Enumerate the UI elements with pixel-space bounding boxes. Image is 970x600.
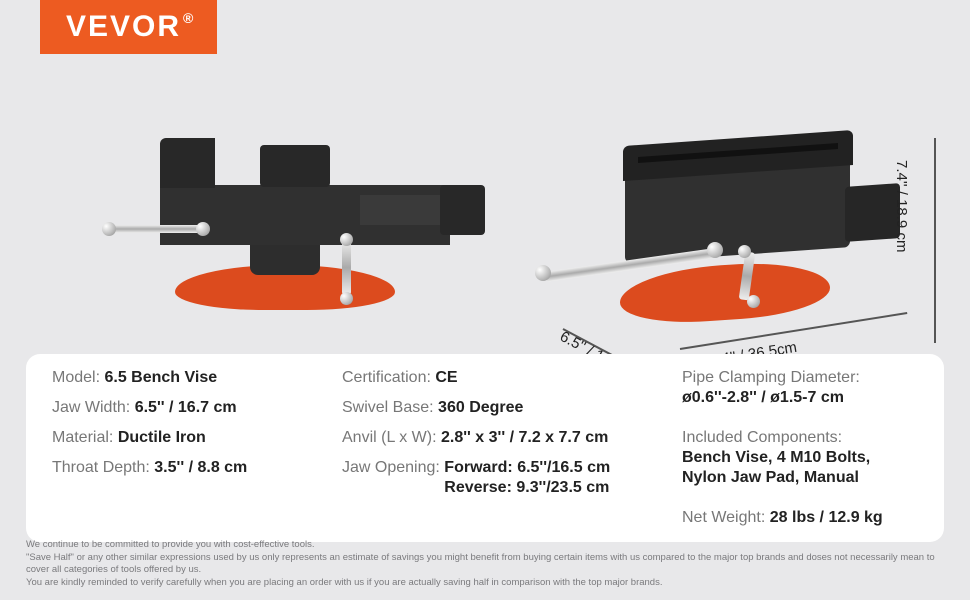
vise-base xyxy=(620,258,830,328)
spec-value: 6.5'' / 16.7 cm xyxy=(135,399,237,416)
brand-logo-badge: VEVOR® xyxy=(40,0,217,54)
spec-value: 28 lbs / 12.9 kg xyxy=(770,509,883,526)
spec-label: Material: xyxy=(52,429,113,446)
spec-value-forward: Forward: 6.5''/16.5 cm xyxy=(444,458,610,478)
handle-knob-icon xyxy=(340,292,353,305)
spec-label: Certification: xyxy=(342,369,431,386)
spec-value: Ductile Iron xyxy=(118,429,206,446)
spec-label: Swivel Base: xyxy=(342,399,434,416)
spec-label: Included Components: xyxy=(682,428,918,448)
vise-jaw-fixed xyxy=(160,138,215,188)
handle-knob-icon xyxy=(102,222,116,236)
handle-knob-icon xyxy=(196,222,210,236)
handle-knob-icon xyxy=(535,265,551,281)
spec-model: Model: 6.5 Bench Vise xyxy=(52,368,332,388)
spec-anvil: Anvil (L x W): 2.8'' x 3'' / 7.2 x 7.7 c… xyxy=(342,428,672,448)
disclaimer-line: "Save Half" or any other similar express… xyxy=(26,552,944,578)
dimension-line-height xyxy=(934,138,936,343)
spec-value: CE xyxy=(435,369,457,386)
spec-value: ø0.6''-2.8'' / ø1.5-7 cm xyxy=(682,388,918,408)
disclaimer-footer: We continue to be committed to provide y… xyxy=(26,539,944,590)
disclaimer-line: We continue to be committed to provide y… xyxy=(26,539,944,552)
vise-main-handle xyxy=(110,225,200,233)
spec-label: Anvil (L x W): xyxy=(342,429,437,446)
spec-value: Bench Vise, 4 M10 Bolts, Nylon Jaw Pad, … xyxy=(682,448,918,488)
spec-jaw-opening: Jaw Opening: Forward: 6.5''/16.5 cm Reve… xyxy=(342,458,672,498)
spec-throat-depth: Throat Depth: 3.5'' / 8.8 cm xyxy=(52,458,332,498)
vise-anvil xyxy=(260,145,330,187)
spec-net-weight: Net Weight: 28 lbs / 12.9 kg xyxy=(682,508,918,528)
spec-value: 3.5'' / 8.8 cm xyxy=(154,459,247,476)
handle-knob-icon xyxy=(747,295,760,308)
product-illustration: 7.4'' / 18.9 cm 6.5'' / 16.5 cm 14.4'' /… xyxy=(0,60,970,360)
spec-material: Material: Ductile Iron xyxy=(52,428,332,448)
vise-lock-handle xyxy=(342,240,351,295)
spec-jaw-width: Jaw Width: 6.5'' / 16.7 cm xyxy=(52,398,332,418)
spec-label: Throat Depth: xyxy=(52,459,150,476)
handle-knob-icon xyxy=(340,233,353,246)
spec-label: Jaw Opening: xyxy=(342,459,440,476)
spec-value: 360 Degree xyxy=(438,399,523,416)
vise-side-plate xyxy=(845,183,900,242)
dimension-height: 7.4'' / 18.9 cm xyxy=(893,160,910,252)
spec-card: Model: 6.5 Bench Vise Certification: CE … xyxy=(26,354,944,542)
brand-name: VEVOR xyxy=(66,10,181,43)
vise-end-plate xyxy=(440,185,485,235)
spec-value: 2.8'' x 3'' / 7.2 x 7.7 cm xyxy=(441,429,608,446)
vise-neck xyxy=(250,240,320,275)
spec-certification: Certification: CE xyxy=(342,368,672,388)
brand-registered-icon: ® xyxy=(183,10,195,26)
spec-swivel-base: Swivel Base: 360 Degree xyxy=(342,398,672,418)
disclaimer-line: You are kindly reminded to verify carefu… xyxy=(26,577,944,590)
spec-included: Included Components: Bench Vise, 4 M10 B… xyxy=(682,428,918,498)
handle-knob-icon xyxy=(707,242,723,258)
handle-knob-icon xyxy=(738,245,751,258)
spec-value-reverse: Reverse: 9.3''/23.5 cm xyxy=(444,478,610,498)
spec-label: Net Weight: xyxy=(682,509,765,526)
spec-value: 6.5 Bench Vise xyxy=(104,369,217,386)
spec-label: Model: xyxy=(52,369,100,386)
spec-pipe-clamp: Pipe Clamping Diameter: ø0.6''-2.8'' / ø… xyxy=(682,368,918,418)
spec-label: Jaw Width: xyxy=(52,399,130,416)
spec-label: Pipe Clamping Diameter: xyxy=(682,368,918,388)
